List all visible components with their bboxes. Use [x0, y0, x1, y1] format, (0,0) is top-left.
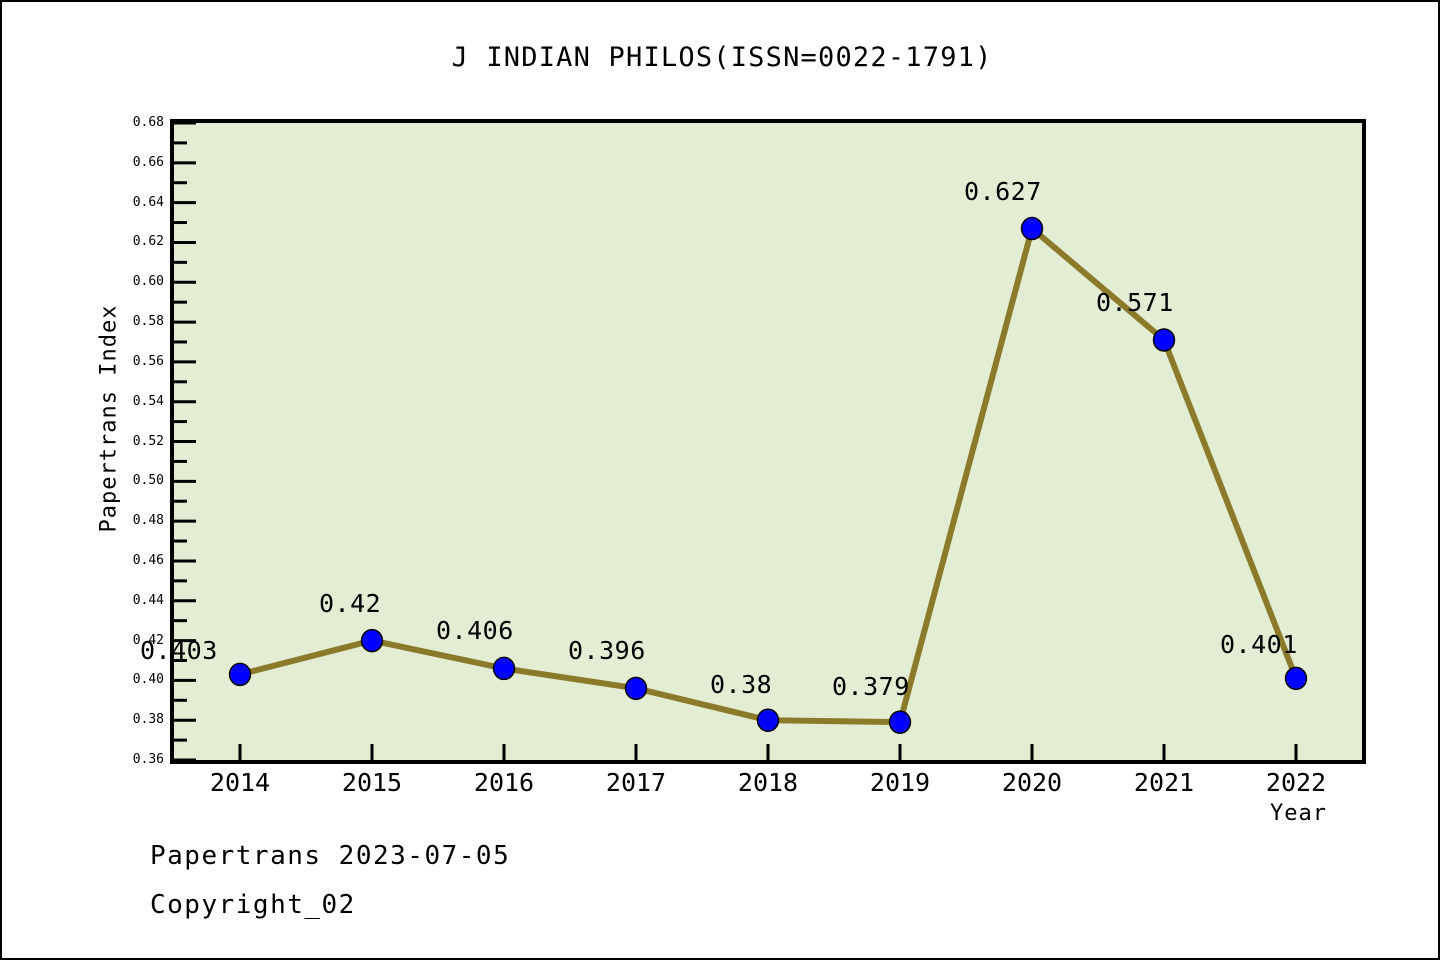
x-axis-tick-label: 2018: [737, 768, 799, 797]
x-axis-tick-label: 2022: [1265, 768, 1327, 797]
data-point-value-label: 0.571: [1096, 287, 1174, 317]
data-point-value-label: 0.403: [140, 636, 218, 666]
y-axis-tick-label: 0.42: [132, 632, 164, 648]
x-axis-tick-label: 2015: [341, 768, 403, 797]
data-point-markers: [228, 216, 1308, 734]
data-point-marker: [1020, 216, 1044, 241]
y-axis-tick-label: 0.68: [132, 115, 164, 130]
axis-tick-marks: [174, 123, 1298, 760]
x-axis-tick-label: 2020: [1001, 768, 1063, 797]
y-axis-tick-label: 0.48: [132, 513, 164, 529]
y-axis-tick-label: 0.44: [132, 592, 164, 608]
x-axis-title: Year: [1270, 801, 1327, 826]
y-axis-tick-label: 0.60: [132, 274, 164, 290]
footer-date: Papertrans 2023-07-05: [150, 841, 511, 871]
data-point-value-label: 0.38: [710, 670, 773, 700]
y-axis-tick-label: 0.50: [132, 473, 164, 489]
y-axis-tick-label: 0.58: [132, 314, 164, 330]
data-point-marker: [228, 662, 252, 687]
line-chart-svg: [174, 123, 1308, 760]
y-axis-tick-label: 0.64: [132, 194, 164, 210]
data-point-marker: [624, 676, 648, 701]
x-axis-tick-label: 2021: [1133, 768, 1195, 797]
plot-area: [170, 119, 1366, 764]
y-axis-tick-label: 0.46: [132, 552, 164, 568]
page-title: J INDIAN PHILOS(ISSN=0022-1791): [451, 42, 993, 73]
y-axis-tick-label: 0.56: [132, 353, 164, 369]
x-axis-tick-label: 2017: [605, 768, 667, 797]
data-point-value-label: 0.401: [1220, 630, 1298, 660]
data-point-value-label: 0.627: [964, 176, 1042, 206]
data-point-value-label: 0.396: [568, 636, 646, 666]
y-axis-tick-label: 0.40: [132, 672, 164, 688]
y-axis-tick-label: 0.54: [132, 393, 164, 409]
y-axis-tick-label: 0.66: [132, 154, 164, 170]
x-axis-tick-label: 2019: [869, 768, 931, 797]
data-point-marker: [756, 708, 780, 732]
x-axis-tick-label: 2014: [209, 768, 271, 797]
y-axis-tick-label: 0.38: [132, 712, 164, 728]
data-point-marker: [492, 656, 516, 681]
y-axis-tick-label: 0.62: [132, 234, 164, 250]
data-point-value-label: 0.406: [436, 616, 514, 646]
y-axis-tick-label: 0.52: [132, 433, 164, 449]
footer-copyright: Copyright_02: [150, 890, 356, 920]
data-point-marker: [888, 710, 912, 734]
data-point-marker: [1284, 666, 1308, 691]
x-axis-tick-label: 2016: [473, 768, 535, 797]
y-axis-tick-label: 0.36: [132, 752, 164, 767]
data-point-value-label: 0.42: [319, 588, 382, 618]
data-point-marker: [1152, 328, 1176, 352]
data-point-marker: [360, 628, 384, 653]
data-point-value-label: 0.379: [832, 672, 910, 702]
